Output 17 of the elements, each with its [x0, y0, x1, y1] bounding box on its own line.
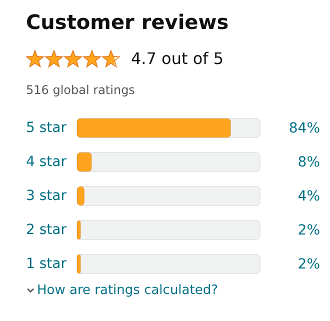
data-label: 84%: [288, 120, 320, 136]
bar: [77, 220, 81, 240]
y-tick-label: 1 star: [26, 256, 67, 272]
bar: [77, 152, 92, 172]
y-tick-label: 3 star: [26, 188, 67, 204]
bar: [77, 254, 81, 274]
data-label: 4%: [298, 188, 320, 204]
text: 516 global ratings: [26, 83, 135, 97]
y-tick-label: 2 star: [26, 222, 67, 238]
chart-title: Customer reviews: [26, 10, 229, 34]
chart-subtitle: 4.7 out of 5: [131, 49, 224, 68]
data-label: 2%: [298, 222, 320, 238]
text: How are ratings calculated?: [37, 283, 218, 298]
data-label: 2%: [298, 256, 320, 272]
y-tick-label: 4 star: [26, 154, 67, 170]
data-label: 8%: [298, 154, 320, 170]
y-tick-label: 5 star: [26, 120, 67, 136]
